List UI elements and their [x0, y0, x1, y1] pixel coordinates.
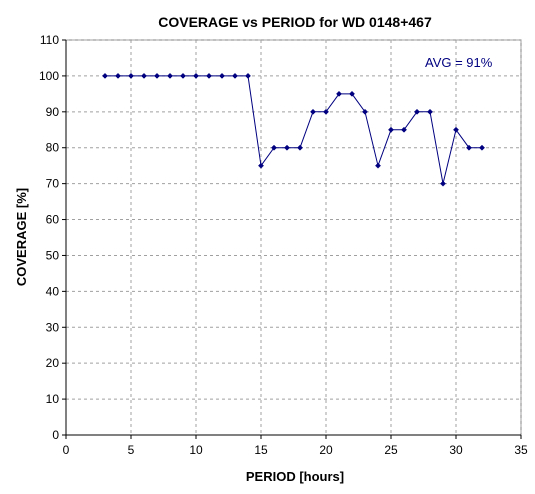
data-point [128, 72, 134, 79]
data-point [115, 72, 121, 79]
chart-title: COVERAGE vs PERIOD for WD 0148+467 [158, 14, 432, 30]
data-point [141, 72, 147, 79]
x-tick-label: 5 [128, 443, 135, 457]
y-tick-label: 10 [46, 392, 60, 406]
data-point [349, 90, 355, 97]
y-tick-label: 30 [46, 320, 60, 334]
x-tick-label: 20 [319, 443, 333, 457]
y-tick-label: 50 [46, 248, 60, 262]
y-tick-label: 110 [40, 33, 59, 47]
data-point [297, 144, 303, 151]
data-point [258, 162, 264, 169]
average-annotation: AVG = 91% [425, 55, 493, 70]
y-tick-labels: 0 10 20 30 40 50 60 70 80 90 100 110 [39, 33, 59, 442]
axes [62, 39, 522, 439]
data-point [206, 72, 212, 79]
data-point [375, 162, 381, 169]
data-point [154, 72, 160, 79]
plot-area [65, 39, 522, 436]
y-tick-label: 90 [46, 105, 60, 119]
data-series [102, 72, 485, 187]
data-point [453, 126, 459, 133]
data-point [245, 72, 251, 79]
x-tick-label: 30 [449, 443, 463, 457]
x-tick-label: 10 [189, 443, 203, 457]
data-point [427, 108, 433, 115]
x-axis-title: PERIOD [hours] [246, 469, 344, 484]
y-tick-label: 0 [52, 428, 59, 442]
data-point [414, 108, 420, 115]
data-point [310, 108, 316, 115]
data-point [388, 126, 394, 133]
x-tick-label: 15 [254, 443, 268, 457]
data-point [362, 108, 368, 115]
data-point [284, 144, 290, 151]
data-point [323, 108, 329, 115]
y-axis-title: COVERAGE [%] [14, 188, 29, 286]
data-point [193, 72, 199, 79]
data-point [232, 72, 238, 79]
data-point [336, 90, 342, 97]
x-tick-label: 0 [63, 443, 70, 457]
data-point [440, 180, 446, 187]
data-point [167, 72, 173, 79]
y-tick-label: 80 [46, 141, 60, 155]
data-point [466, 144, 472, 151]
data-point [219, 72, 225, 79]
data-point [271, 144, 277, 151]
y-tick-label: 20 [46, 356, 60, 370]
x-tick-label: 35 [514, 443, 528, 457]
data-point [401, 126, 407, 133]
x-tick-labels: 0 5 10 15 20 25 30 35 [63, 443, 528, 457]
y-tick-label: 60 [46, 213, 60, 227]
y-tick-label: 100 [39, 69, 59, 83]
y-tick-label: 40 [46, 284, 60, 298]
data-point [479, 144, 485, 151]
data-point [180, 72, 186, 79]
y-tick-label: 70 [46, 177, 60, 191]
data-point [102, 72, 108, 79]
x-tick-label: 25 [384, 443, 398, 457]
